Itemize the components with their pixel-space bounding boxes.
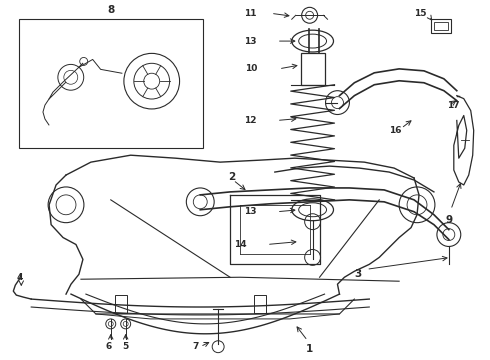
Bar <box>19 19 203 148</box>
Text: 13: 13 <box>245 37 257 46</box>
Text: 7: 7 <box>192 342 198 351</box>
Text: 8: 8 <box>108 5 115 15</box>
Text: 16: 16 <box>389 126 402 135</box>
Bar <box>301 53 324 85</box>
Text: 14: 14 <box>234 240 247 249</box>
Text: 12: 12 <box>245 116 257 125</box>
Bar <box>434 22 448 30</box>
Text: 17: 17 <box>447 101 460 110</box>
Text: 4: 4 <box>17 273 23 282</box>
Text: 9: 9 <box>445 215 452 225</box>
Bar <box>115 295 127 313</box>
Text: 15: 15 <box>414 9 426 18</box>
Bar <box>431 19 451 33</box>
Text: 1: 1 <box>306 344 313 354</box>
Bar <box>254 295 266 313</box>
Text: 11: 11 <box>245 9 257 18</box>
Text: 13: 13 <box>245 207 257 216</box>
Text: 10: 10 <box>245 64 257 73</box>
Text: 3: 3 <box>354 269 362 279</box>
Text: 5: 5 <box>122 342 129 351</box>
Text: 6: 6 <box>106 342 112 351</box>
Text: 2: 2 <box>228 172 235 182</box>
